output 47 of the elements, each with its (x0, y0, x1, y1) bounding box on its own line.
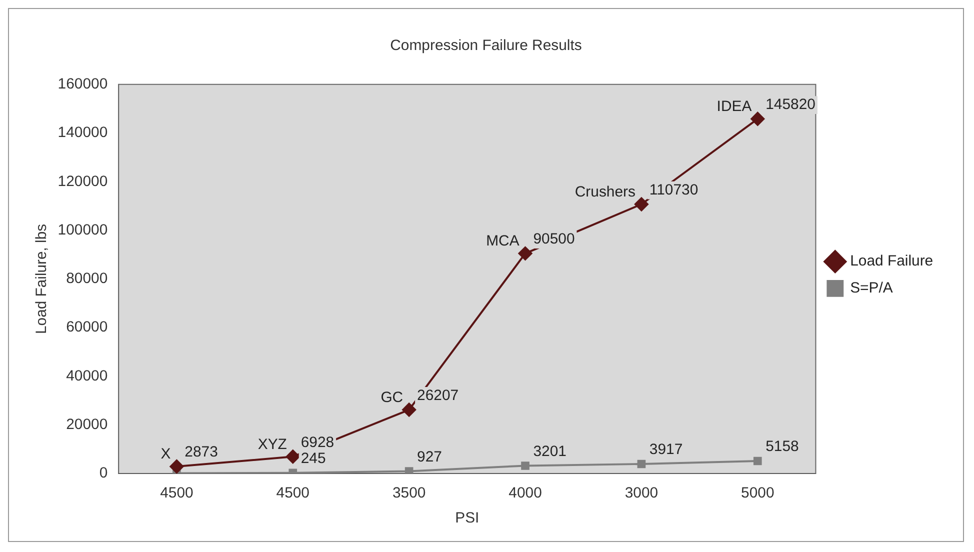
data-label: 3917 (649, 442, 683, 458)
y-tick-label: 40000 (66, 368, 108, 384)
point (404, 467, 414, 474)
x-axis-title: PSI (455, 510, 480, 526)
y-tick-label: 160000 (58, 76, 108, 93)
annotation: GC (380, 390, 404, 406)
legend-label: Load Failure (850, 254, 934, 270)
y-tick-label: 120000 (58, 174, 108, 190)
point (402, 402, 416, 417)
y-tick-label: 0 (99, 466, 108, 482)
x-tick-label: 3500 (392, 485, 426, 502)
y-tick-label: 80000 (66, 271, 108, 288)
point (750, 112, 765, 126)
data-label: 3201 (533, 444, 566, 460)
annotation: Crushers (574, 184, 636, 200)
point (518, 246, 532, 260)
x-tick-label: 4500 (276, 485, 310, 502)
data-label: 26207 (417, 388, 459, 404)
x-tick-label: 4500 (160, 485, 194, 502)
point (286, 450, 300, 464)
data-label: 2873 (184, 444, 218, 461)
point (634, 197, 648, 212)
x-tick-label: 4000 (508, 485, 542, 502)
y-tick-label: 140000 (58, 125, 108, 142)
x-tick-label: 5000 (741, 485, 774, 502)
point (170, 460, 184, 474)
x-tick-label: 3000 (624, 485, 658, 502)
annotation: X (160, 446, 171, 463)
y-axis-title: Load Failure, lbs (34, 224, 50, 334)
data-label: 110730 (649, 182, 698, 198)
chart-title: Compression Failure Results (390, 38, 582, 54)
y-tick-label: 100000 (58, 222, 108, 238)
data-label: 6928 (300, 434, 334, 451)
data-label: 245 (300, 451, 326, 468)
legend-label: S=P/A (850, 280, 893, 296)
data-label: 145820 (766, 97, 816, 114)
point (753, 456, 762, 466)
data-label: 90500 (533, 232, 575, 248)
y-tick-label: 60000 (66, 320, 108, 336)
y-tick-label: 20000 (66, 417, 108, 433)
point (521, 462, 530, 470)
annotation: IDEA (716, 99, 752, 116)
data-label: 5158 (766, 439, 799, 456)
data-label: 927 (417, 449, 442, 466)
point (637, 460, 646, 468)
annotation: XYZ (258, 436, 287, 453)
annotation: MCA (486, 234, 520, 250)
